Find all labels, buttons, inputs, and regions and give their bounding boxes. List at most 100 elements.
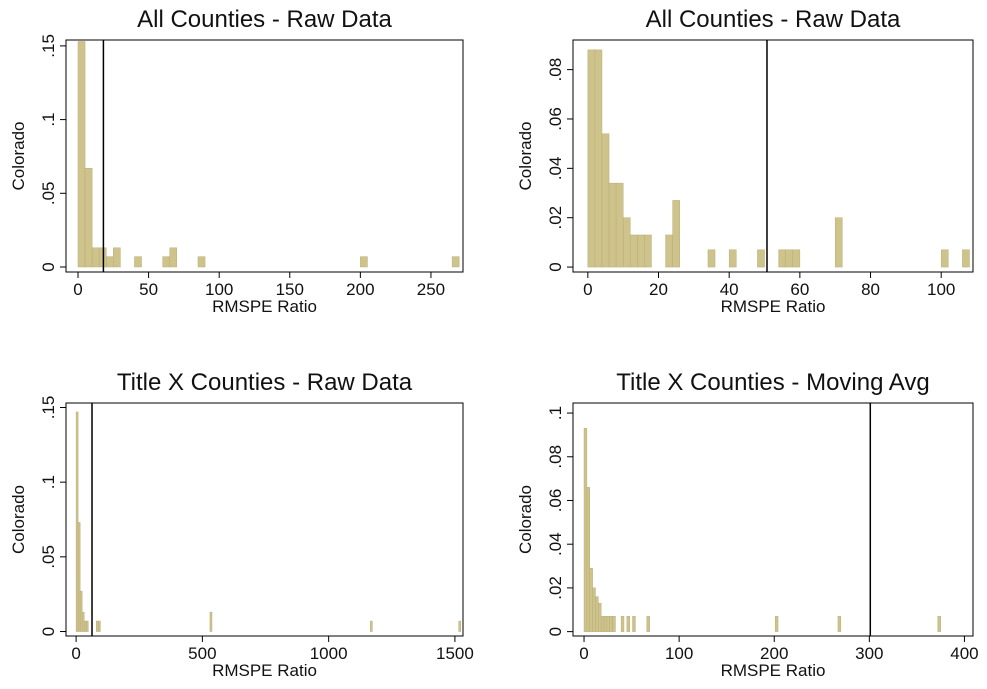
- bar: [609, 616, 613, 632]
- y-tick-label: .08: [546, 445, 565, 469]
- bar: [96, 620, 99, 632]
- x-axis-label: RMSPE Ratio: [721, 661, 826, 680]
- x-tick-label: 60: [790, 280, 809, 299]
- x-tick-label: 100: [205, 280, 233, 299]
- x-tick-label: 0: [73, 280, 82, 299]
- bar: [162, 256, 171, 268]
- bar: [81, 611, 85, 632]
- y-axis-label: Colorado: [9, 485, 28, 554]
- bar: [626, 616, 630, 632]
- x-tick-label: 400: [950, 644, 978, 663]
- plot-area: [572, 39, 974, 273]
- bar: [792, 249, 801, 268]
- bar: [105, 256, 114, 268]
- x-tick-label: 0: [583, 280, 592, 299]
- bar: [672, 200, 680, 268]
- y-tick-label: 0: [39, 262, 58, 271]
- y-tick-label: .15: [39, 34, 58, 58]
- x-tick-label: 0: [579, 644, 588, 663]
- bar: [606, 616, 610, 632]
- plot-area: [65, 39, 464, 273]
- y-axis-label: Colorado: [9, 122, 28, 191]
- bar: [774, 616, 779, 632]
- bar: [134, 256, 142, 268]
- bar: [197, 256, 206, 268]
- x-tick-label: 50: [139, 280, 158, 299]
- bar: [85, 620, 89, 632]
- bar: [707, 249, 716, 268]
- y-tick-label: .04: [546, 157, 565, 181]
- x-tick-label: 250: [417, 280, 445, 299]
- bar: [612, 616, 616, 632]
- bar: [728, 249, 737, 268]
- y-tick-label: .04: [546, 532, 565, 556]
- bar: [785, 249, 794, 268]
- plot-area: [572, 402, 974, 637]
- y-tick-label: 0: [546, 627, 565, 636]
- bar: [586, 487, 590, 632]
- bar: [83, 620, 87, 632]
- bar: [615, 182, 624, 268]
- y-tick-label: .02: [546, 206, 565, 230]
- y-axis-label: Colorado: [516, 122, 535, 191]
- bar: [940, 249, 949, 268]
- x-tick-label: 500: [188, 644, 216, 663]
- y-tick-label: .1: [39, 112, 58, 126]
- bar: [598, 602, 602, 632]
- y-tick-label: .08: [546, 58, 565, 82]
- bar: [113, 247, 121, 268]
- plot-area: [65, 402, 464, 637]
- bar: [169, 247, 178, 268]
- bar: [84, 167, 93, 268]
- bar: [665, 234, 673, 268]
- chart-title: All Counties - Raw Data: [137, 6, 392, 33]
- bar: [77, 41, 86, 268]
- y-tick-label: .02: [546, 576, 565, 600]
- y-tick-label: 0: [546, 262, 565, 271]
- y-tick-label: .15: [39, 396, 58, 420]
- bar: [209, 611, 213, 632]
- y-tick-label: .06: [546, 107, 565, 131]
- y-axis-label: Colorado: [516, 485, 535, 554]
- bar: [632, 616, 636, 632]
- x-axis-label: RMSPE Ratio: [212, 297, 317, 316]
- bar: [603, 616, 608, 632]
- x-tick-label: 100: [927, 280, 955, 299]
- chart-title: Title X Counties - Raw Data: [117, 369, 413, 396]
- bar: [608, 182, 617, 268]
- bar: [75, 411, 79, 632]
- x-axis-label: RMSPE Ratio: [721, 297, 826, 316]
- bar: [962, 249, 970, 268]
- bar: [629, 234, 638, 268]
- bar: [583, 428, 588, 632]
- bar: [77, 522, 81, 632]
- bar: [98, 620, 101, 632]
- bar: [834, 217, 843, 268]
- bar: [646, 616, 650, 632]
- y-tick-label: .1: [39, 475, 58, 489]
- bar: [91, 247, 100, 268]
- bar: [937, 616, 941, 632]
- x-axis-label: RMSPE Ratio: [212, 661, 317, 680]
- bar: [595, 596, 599, 632]
- bar: [589, 567, 593, 632]
- bar: [622, 217, 631, 268]
- bar: [79, 590, 83, 632]
- bar: [600, 616, 605, 632]
- chart-title: Title X Counties - Moving Avg: [616, 369, 929, 396]
- x-tick-label: 1500: [436, 644, 474, 663]
- x-tick-label: 1000: [310, 644, 348, 663]
- bar: [587, 49, 596, 268]
- bar: [360, 256, 368, 268]
- x-tick-label: 300: [855, 644, 883, 663]
- x-tick-label: 20: [649, 280, 668, 299]
- y-tick-label: .05: [39, 545, 58, 569]
- x-tick-label: 80: [861, 280, 880, 299]
- y-tick-label: 0: [39, 627, 58, 636]
- bar: [451, 256, 460, 268]
- y-tick-label: .1: [546, 406, 565, 420]
- bar: [620, 616, 625, 632]
- bar: [592, 587, 596, 632]
- x-tick-label: 40: [720, 280, 739, 299]
